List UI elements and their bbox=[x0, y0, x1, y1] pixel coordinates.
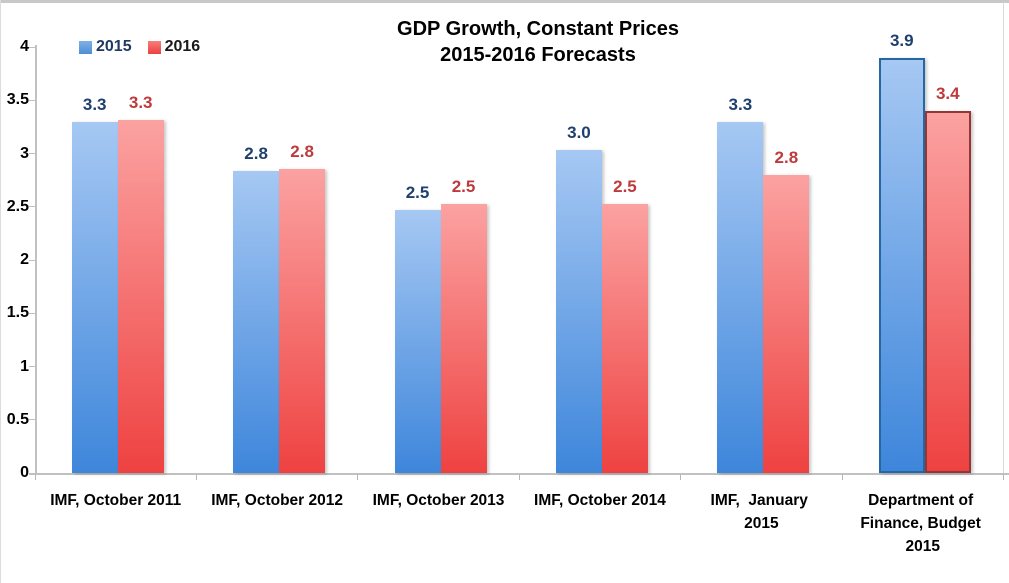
legend-item-2016: 2016 bbox=[147, 38, 201, 56]
bar-2016-imf-october-2013 bbox=[440, 203, 487, 473]
bar-label-2015-department-of-finance-budget-2015: 3.9 bbox=[889, 30, 914, 50]
bar-2015-imf-october-2011 bbox=[71, 121, 118, 473]
legend: 2015 2016 bbox=[79, 38, 201, 56]
x-axis-label-5: Department of Finance, Budget 2015 bbox=[860, 492, 981, 555]
y-axis-tick-2.5 bbox=[29, 206, 36, 208]
x-axis-label-4: IMF, January 2015 bbox=[710, 492, 808, 532]
y-axis-tick-1.5 bbox=[29, 312, 36, 314]
x-axis-tick-0 bbox=[34, 474, 36, 480]
bar-2015-imf-october-2012 bbox=[233, 170, 280, 473]
x-axis-label-0: IMF, October 2011 bbox=[50, 492, 182, 509]
bar-label-2015-imf-october-2014: 3.0 bbox=[567, 123, 591, 143]
y-axis-tick-1 bbox=[29, 366, 36, 367]
bar-2015-imf-october-2014 bbox=[555, 150, 602, 473]
bar-2016-imf-january-2015 bbox=[763, 174, 810, 473]
bar-2015-department-of-finance-budget-2015 bbox=[878, 57, 925, 473]
y-axis-label-0: 0 bbox=[20, 464, 29, 481]
bar-label-2016-imf-october-2011: 3.3 bbox=[128, 93, 153, 113]
y-axis-label-2.5: 2.5 bbox=[6, 197, 29, 215]
y-axis-label-2: 2 bbox=[20, 251, 29, 268]
legend-item-2015: 2015 bbox=[79, 38, 132, 56]
bar-label-2016-imf-october-2013: 2.5 bbox=[451, 176, 476, 196]
legend-label-2016: 2016 bbox=[164, 38, 201, 55]
x-axis-label-1: IMF, October 2012 bbox=[211, 492, 343, 509]
y-axis-line bbox=[35, 45, 37, 475]
legend-swatch-2015 bbox=[79, 40, 92, 54]
chart-title-line1: GDP Growth, Constant Prices bbox=[397, 18, 679, 40]
bar-label-2016-imf-october-2012: 2.8 bbox=[290, 142, 314, 162]
x-axis-tick-4 bbox=[680, 474, 682, 480]
y-axis-label-3: 3 bbox=[20, 144, 29, 162]
bar-label-2016-imf-january-2015: 2.8 bbox=[774, 147, 799, 167]
chart-title-line2: 2015-2016 Forecasts bbox=[440, 44, 636, 66]
y-axis-label-1: 1 bbox=[20, 357, 29, 375]
bar-2016-imf-october-2011 bbox=[117, 120, 164, 473]
x-axis-tick-2 bbox=[357, 474, 359, 480]
x-axis-tick-3 bbox=[518, 474, 520, 480]
x-axis-tick-5 bbox=[841, 474, 843, 480]
legend-swatch-2016 bbox=[147, 40, 161, 54]
y-axis-tick-0 bbox=[29, 472, 36, 474]
chart-frame-left-border bbox=[0, 0, 1, 583]
legend-label-2015: 2015 bbox=[96, 38, 132, 55]
y-axis-label-4: 4 bbox=[20, 38, 29, 55]
bar-label-2015-imf-october-2011: 3.3 bbox=[82, 94, 107, 114]
x-axis-tick-1 bbox=[195, 474, 197, 480]
y-axis-label-0.5: 0.5 bbox=[6, 410, 29, 428]
bar-2015-imf-october-2013 bbox=[394, 209, 441, 473]
y-axis-tick-0.5 bbox=[29, 419, 36, 421]
bar-2015-imf-january-2015 bbox=[717, 121, 764, 473]
x-axis-tick-6 bbox=[1003, 474, 1004, 480]
x-axis-label-2: IMF, October 2013 bbox=[372, 492, 505, 509]
chart-frame-top-border bbox=[0, 0, 1009, 3]
bar-label-2016-imf-october-2014: 2.5 bbox=[613, 176, 637, 196]
x-axis-label-3: IMF, October 2014 bbox=[534, 492, 666, 509]
plot-right-border bbox=[1003, 2, 1004, 474]
bar-2016-imf-october-2012 bbox=[279, 169, 326, 473]
y-axis-tick-4 bbox=[29, 46, 36, 48]
bar-label-2016-department-of-finance-budget-2015: 3.4 bbox=[935, 83, 960, 103]
y-axis-label-1.5: 1.5 bbox=[6, 304, 29, 322]
y-axis-tick-2 bbox=[29, 259, 36, 261]
chart-title: GDP Growth, Constant Prices 2015-2016 Fo… bbox=[188, 16, 888, 68]
y-axis-label-3.5: 3.5 bbox=[6, 91, 29, 109]
y-axis-tick-3 bbox=[29, 153, 36, 154]
bar-label-2015-imf-january-2015: 3.3 bbox=[728, 94, 753, 114]
y-axis-tick-3.5 bbox=[29, 99, 36, 101]
bar-label-2015-imf-october-2012: 2.8 bbox=[244, 143, 268, 163]
bar-2016-imf-october-2014 bbox=[601, 203, 648, 473]
bar-2016-department-of-finance-budget-2015 bbox=[924, 110, 971, 473]
bar-label-2015-imf-october-2013: 2.5 bbox=[405, 182, 430, 202]
